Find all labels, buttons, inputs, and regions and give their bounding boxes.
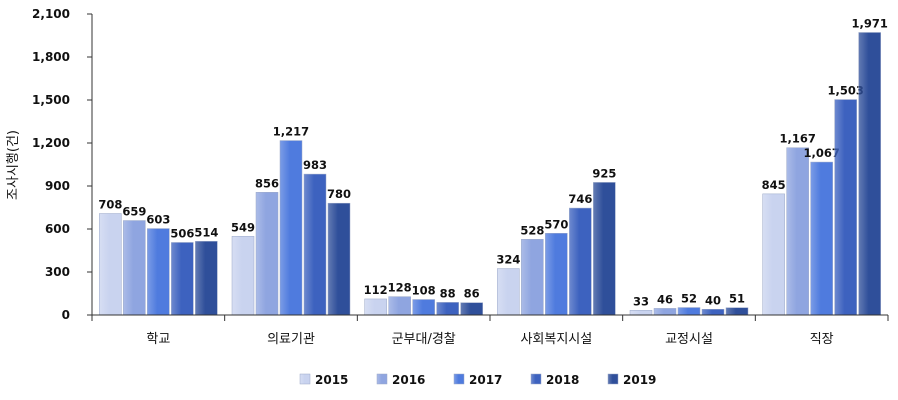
data-label: 659 <box>122 205 146 219</box>
data-label: 108 <box>412 284 436 298</box>
y-tick-label: 1,800 <box>32 50 70 64</box>
x-axis: 학교 의료기관 군부대/경찰 사회복지시설 교정시설 직장 <box>91 314 889 347</box>
data-label: 1,503 <box>827 84 863 98</box>
data-label: 88 <box>440 286 456 300</box>
data-label: 570 <box>544 217 568 231</box>
data-label: 324 <box>496 253 520 267</box>
data-label: 708 <box>98 198 122 212</box>
legend-label: 2016 <box>392 373 425 387</box>
bar-2017 <box>545 233 568 316</box>
bar-2019 <box>460 302 483 316</box>
data-label: 528 <box>520 223 544 237</box>
legend-swatch <box>530 373 542 385</box>
bar-2017 <box>412 299 435 316</box>
legend-swatch <box>453 373 465 385</box>
y-axis-title: 조사시행(건) <box>5 130 21 200</box>
bar-2018 <box>701 309 725 316</box>
data-label: 1,167 <box>779 132 815 146</box>
data-label: 128 <box>388 281 412 295</box>
bar-2018 <box>569 207 592 316</box>
data-label: 549 <box>231 220 255 234</box>
legend-label: 2017 <box>469 373 502 387</box>
data-label: 506 <box>170 226 194 240</box>
y-tick-label: 600 <box>45 222 70 236</box>
bar-2018 <box>834 99 857 316</box>
bar-2019 <box>858 32 881 316</box>
bar-2017 <box>810 161 833 316</box>
legend-label: 2018 <box>546 373 579 387</box>
bar-2018 <box>171 242 194 316</box>
bar-2019 <box>725 307 749 316</box>
bar-2016 <box>521 239 544 316</box>
bar-2016 <box>653 308 677 316</box>
bar-2017 <box>279 140 303 316</box>
bar-2017 <box>677 307 701 316</box>
data-label: 856 <box>255 176 279 190</box>
data-label: 86 <box>464 287 480 301</box>
bar-2016 <box>255 192 279 316</box>
category-label: 사회복지시설 <box>520 332 592 347</box>
legend-label: 2019 <box>623 373 656 387</box>
data-label: 40 <box>705 293 721 307</box>
bar-2018 <box>436 302 459 316</box>
data-label: 925 <box>592 166 616 180</box>
data-label: 780 <box>327 187 351 201</box>
legend-swatch <box>299 373 311 385</box>
bar-2015 <box>364 298 387 316</box>
bar-2019 <box>327 202 351 316</box>
data-label: 514 <box>194 225 218 239</box>
data-label: 746 <box>568 192 592 206</box>
data-label: 1,971 <box>851 16 887 30</box>
bar-2017 <box>147 228 170 316</box>
bar-2015 <box>99 213 122 316</box>
legend-swatch <box>376 373 388 385</box>
bar-2016 <box>786 147 809 316</box>
y-tick-label: 2,100 <box>32 7 70 21</box>
category-label: 군부대/경찰 <box>392 332 456 347</box>
legend: 2015 2016 2017 2018 2019 <box>299 373 656 387</box>
data-label: 603 <box>146 213 170 227</box>
data-label: 33 <box>633 294 649 308</box>
category-label: 학교 <box>146 332 170 347</box>
data-label: 845 <box>762 178 786 192</box>
data-label: 112 <box>364 283 388 297</box>
data-label: 1,067 <box>803 146 839 160</box>
data-label: 52 <box>681 292 697 306</box>
category-label: 의료기관 <box>267 332 315 347</box>
bar-2018 <box>303 173 327 316</box>
y-tick-label: 0 <box>62 308 70 322</box>
data-label: 983 <box>303 158 327 172</box>
data-label: 46 <box>657 292 673 306</box>
y-tick-label: 1,500 <box>32 93 70 107</box>
category-label: 교정시설 <box>665 332 713 347</box>
bar-2016 <box>388 296 411 316</box>
y-tick-label: 1,200 <box>32 136 70 150</box>
y-tick-label: 300 <box>45 265 70 279</box>
category-label: 직장 <box>810 332 834 347</box>
bar-2015 <box>231 236 255 316</box>
bar-2015 <box>497 268 520 316</box>
bar-2015 <box>762 193 785 316</box>
bar-2016 <box>123 220 146 316</box>
bar-2019 <box>195 241 218 316</box>
legend-swatch <box>607 373 619 385</box>
data-label: 1,217 <box>273 125 309 139</box>
bar-2019 <box>593 182 616 316</box>
data-label: 51 <box>729 292 745 306</box>
bar-2015 <box>629 310 653 316</box>
legend-label: 2015 <box>315 373 348 387</box>
y-axis: 0 300 600 900 1,200 1,500 1,800 2,100 <box>32 7 93 322</box>
y-tick-label: 900 <box>45 179 70 193</box>
